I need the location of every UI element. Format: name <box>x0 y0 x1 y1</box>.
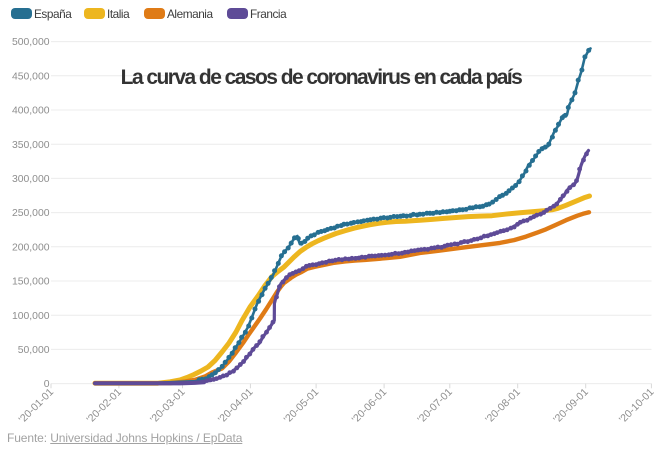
svg-text:150,000: 150,000 <box>12 277 50 288</box>
svg-text:450,000: 450,000 <box>12 71 50 82</box>
svg-text:250,000: 250,000 <box>12 208 50 219</box>
svg-text:200,000: 200,000 <box>12 242 50 253</box>
svg-text:'20-05-01: '20-05-01 <box>282 386 322 426</box>
svg-text:'20-08-01: '20-08-01 <box>483 386 523 426</box>
svg-text:50,000: 50,000 <box>18 345 50 356</box>
svg-text:500,000: 500,000 <box>12 37 50 48</box>
svg-text:300,000: 300,000 <box>12 174 50 185</box>
svg-text:'20-01-01: '20-01-01 <box>16 386 56 426</box>
svg-text:'20-02-01: '20-02-01 <box>84 386 124 426</box>
svg-text:350,000: 350,000 <box>12 140 50 151</box>
svg-text:'20-10-01: '20-10-01 <box>617 386 657 426</box>
svg-text:0: 0 <box>44 379 50 390</box>
svg-text:400,000: 400,000 <box>12 106 50 117</box>
svg-text:'20-09-01: '20-09-01 <box>551 386 591 426</box>
svg-text:'20-07-01: '20-07-01 <box>415 386 455 426</box>
svg-text:'20-03-01: '20-03-01 <box>148 386 188 426</box>
svg-text:'20-04-01: '20-04-01 <box>216 386 256 426</box>
svg-text:100,000: 100,000 <box>12 311 50 322</box>
svg-text:'20-06-01: '20-06-01 <box>350 386 390 426</box>
svg-text:La curva de casos de coronavir: La curva de casos de coronavirus en cada… <box>121 66 522 89</box>
